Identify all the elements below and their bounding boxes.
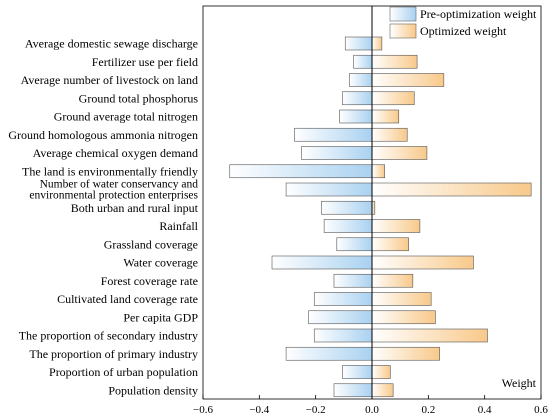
category-label-13: Forest coverage rate xyxy=(101,274,198,288)
bar-pre-optimization-9 xyxy=(320,200,373,215)
category-label-12: Water coverage xyxy=(123,256,198,270)
category-label-9: Both urban and rural input xyxy=(71,201,199,215)
bar-optimized-2 xyxy=(371,73,445,87)
category-label-3: Ground total phosphorus xyxy=(79,91,199,105)
category-label-7: The land is environmentally friendly xyxy=(22,164,198,178)
bar-pre-optimization-2 xyxy=(349,73,373,87)
x-tick-label-2: −0.2 xyxy=(306,404,326,416)
category-label-6: Average chemical oxygen demand xyxy=(33,146,198,160)
bar-optimized-5 xyxy=(371,127,408,142)
bar-optimized-14 xyxy=(371,292,432,306)
bar-pre-optimization-15 xyxy=(308,310,373,325)
x-tick-label-6: 0.6 xyxy=(534,404,548,416)
bar-pre-optimization-17 xyxy=(285,346,373,361)
bar-optimized-19 xyxy=(371,383,394,398)
bar-pre-optimization-14 xyxy=(313,292,373,306)
category-label-0: Average domestic sewage discharge xyxy=(25,37,198,51)
bar-pre-optimization-3 xyxy=(342,91,373,106)
bar-pre-optimization-6 xyxy=(301,146,373,160)
x-tick-label-3: 0.0 xyxy=(365,404,379,416)
category-label-1: Fertilizer use per field xyxy=(92,55,198,69)
legend: Pre-optimization weight Optimized weight xyxy=(389,6,537,39)
category-label-10: Rainfall xyxy=(159,219,198,233)
category-label-17: The proportion of primary industry xyxy=(29,347,198,361)
bar-pre-optimization-18 xyxy=(342,365,373,379)
x-tick-label-0: −0.6 xyxy=(193,404,213,416)
x-axis: −0.6 −0.4 −0.2 0.0 0.2 0.4 0.6 xyxy=(193,395,548,416)
bar-optimized-8 xyxy=(371,182,532,197)
bar-optimized-13 xyxy=(371,273,414,288)
legend-swatch-opt xyxy=(389,23,417,39)
x-tick-label-1: −0.4 xyxy=(249,404,269,416)
category-label-2: Average number of livestock on land xyxy=(21,73,198,87)
category-label-18: Proportion of urban population xyxy=(49,365,198,379)
bar-optimized-16 xyxy=(371,328,488,343)
bar-optimized-11 xyxy=(371,237,409,252)
legend-label-opt: Optimized weight xyxy=(420,24,507,38)
category-label-11: Grassland coverage xyxy=(104,237,198,251)
bar-pre-optimization-1 xyxy=(353,54,373,69)
bar-optimized-0 xyxy=(371,36,383,51)
bar-pre-optimization-7 xyxy=(229,164,373,179)
bar-pre-optimization-12 xyxy=(271,255,373,270)
category-label-19: Population density xyxy=(108,383,198,397)
category-label-8-line-1: environmental protection enterprises xyxy=(29,190,198,202)
bar-optimized-7 xyxy=(371,164,385,179)
category-label-16: The proportion of secondary industry xyxy=(19,329,198,343)
bar-pre-optimization-16 xyxy=(313,328,373,343)
bar-pre-optimization-4 xyxy=(339,109,373,124)
category-labels: Average domestic sewage discharge Fertili… xyxy=(8,37,198,398)
x-tick-label-5: 0.4 xyxy=(478,404,492,416)
bar-optimized-1 xyxy=(371,54,418,69)
legend-label-pre: Pre-optimization weight xyxy=(420,7,537,21)
bar-pre-optimization-10 xyxy=(323,219,373,233)
category-label-5: Ground homologous ammonia nitrogen xyxy=(8,128,198,142)
bars-layer xyxy=(229,36,532,398)
bar-optimized-3 xyxy=(371,91,415,106)
legend-swatch-pre xyxy=(389,6,417,22)
category-label-15: Per capita GDP xyxy=(123,310,198,324)
bar-optimized-4 xyxy=(371,109,400,124)
bar-pre-optimization-8 xyxy=(285,182,373,197)
bar-pre-optimization-5 xyxy=(294,127,373,142)
category-label-14: Cultivated land coverage rate xyxy=(57,292,198,306)
category-label-8-line-0: Number of water conservancy and xyxy=(40,179,199,191)
x-axis-title: Weight xyxy=(502,376,537,390)
bar-pre-optimization-13 xyxy=(333,273,373,288)
bar-optimized-12 xyxy=(371,255,474,270)
bar-pre-optimization-11 xyxy=(336,237,373,252)
bar-optimized-17 xyxy=(371,346,440,361)
bar-pre-optimization-0 xyxy=(344,36,373,51)
bar-pre-optimization-19 xyxy=(333,383,373,398)
bar-optimized-15 xyxy=(371,310,436,325)
x-tick-label-4: 0.2 xyxy=(421,404,435,416)
category-label-4: Ground average total nitrogen xyxy=(54,110,198,124)
bar-optimized-6 xyxy=(371,146,428,160)
bar-optimized-10 xyxy=(371,219,421,233)
bar-optimized-18 xyxy=(371,365,391,379)
